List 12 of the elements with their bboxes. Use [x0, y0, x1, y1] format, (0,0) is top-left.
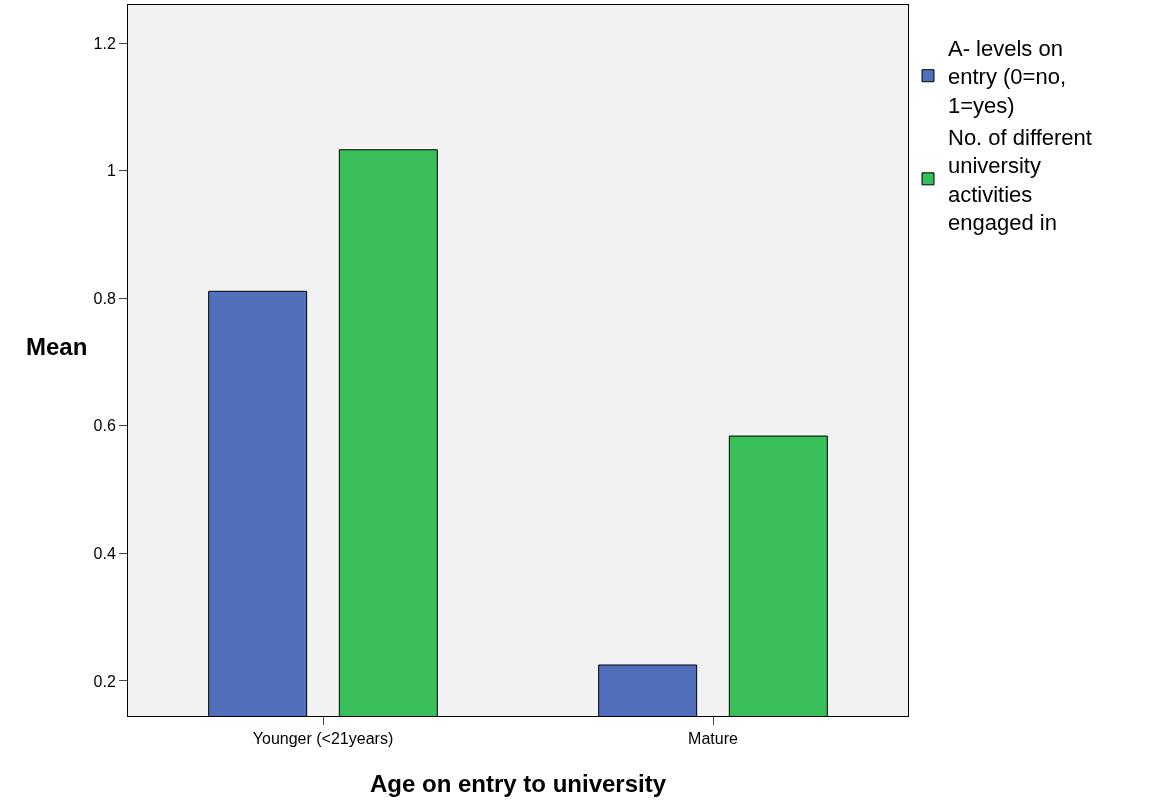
y-tick-label: 0.2	[93, 672, 116, 690]
y-tick-label: 1.2	[93, 34, 116, 52]
legend-label: A- levels on entry (0=no, 1=yes)	[948, 35, 1067, 118]
y-tick-label: 1	[106, 162, 116, 180]
y-tick-label: 0.8	[93, 289, 116, 307]
y-tick-label: 0.6	[93, 417, 116, 435]
x-tick-label: Younger (<21years)	[252, 730, 394, 748]
x-axis-title: Age on entry to university	[369, 769, 667, 797]
x-tick-label: Mature	[688, 730, 738, 748]
legend-label: No. of different university activities engaged in	[948, 124, 1092, 236]
y-tick-label: 0.4	[93, 544, 116, 562]
y-axis-title: Mean	[26, 333, 88, 360]
